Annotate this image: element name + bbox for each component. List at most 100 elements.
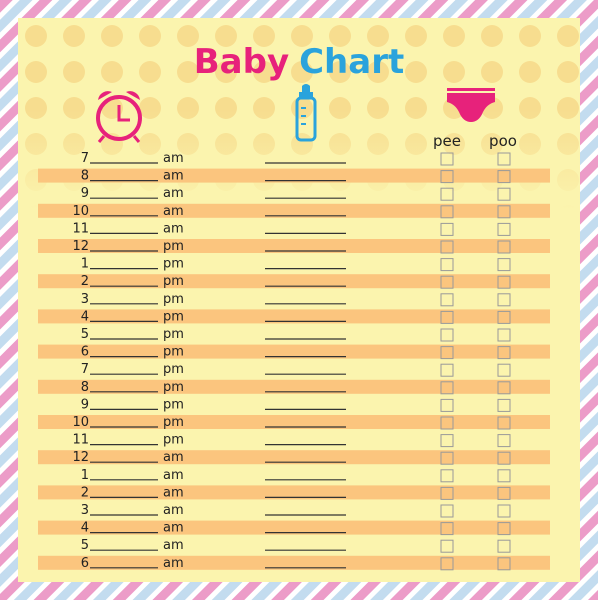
title-baby: Baby [194, 42, 289, 82]
hour: 11 [72, 221, 89, 236]
hour: 1 [81, 257, 89, 272]
row-stripe [38, 485, 550, 500]
poo-checkbox[interactable] [497, 469, 511, 483]
pee-checkbox[interactable] [440, 363, 454, 377]
pee-checkbox[interactable] [440, 486, 454, 500]
row-stripe [38, 344, 550, 359]
poo-checkbox[interactable] [497, 187, 511, 201]
period: am [163, 221, 184, 236]
hour: 10 [72, 204, 89, 219]
poo-checkbox[interactable] [497, 398, 511, 412]
period: pm [163, 345, 184, 360]
period: am [163, 169, 184, 184]
pee-checkbox[interactable] [440, 398, 454, 412]
hour: 3 [81, 292, 89, 307]
hour: 12 [72, 450, 89, 465]
row-stripe [38, 203, 550, 218]
pee-checkbox[interactable] [440, 469, 454, 483]
hour: 7 [81, 362, 89, 377]
pee-checkbox[interactable] [440, 451, 454, 465]
poo-checkbox[interactable] [497, 152, 511, 166]
pee-checkbox[interactable] [440, 258, 454, 272]
hour: 2 [81, 274, 89, 289]
poo-checkbox[interactable] [497, 381, 511, 395]
period: pm [163, 239, 184, 254]
poo-checkbox[interactable] [497, 416, 511, 430]
poo-checkbox[interactable] [497, 557, 511, 571]
title-chart: Chart [299, 42, 404, 82]
pee-checkbox[interactable] [440, 240, 454, 254]
pee-checkbox[interactable] [440, 205, 454, 219]
pee-checkbox[interactable] [440, 222, 454, 236]
period: am [163, 556, 184, 571]
poo-checkbox[interactable] [497, 434, 511, 448]
pee-checkbox[interactable] [440, 557, 454, 571]
pee-checkbox[interactable] [440, 504, 454, 518]
pee-checkbox[interactable] [440, 293, 454, 307]
row-stripe [38, 168, 550, 183]
bottle-icon [295, 84, 317, 142]
dots-fade [18, 110, 580, 210]
pee-checkbox[interactable] [440, 275, 454, 289]
poo-checkbox[interactable] [497, 539, 511, 553]
period: am [163, 468, 184, 483]
row-stripe [38, 555, 550, 570]
hour: 4 [81, 309, 89, 324]
poo-checkbox[interactable] [497, 222, 511, 236]
poo-checkbox[interactable] [497, 258, 511, 272]
row-stripe [38, 309, 550, 324]
period: pm [163, 274, 184, 289]
pee-checkbox[interactable] [440, 416, 454, 430]
poo-checkbox[interactable] [497, 310, 511, 324]
period: pm [163, 433, 184, 448]
row-stripe [38, 520, 550, 535]
poo-checkbox[interactable] [497, 293, 511, 307]
period: pm [163, 362, 184, 377]
hour: 6 [81, 345, 89, 360]
poo-checkbox[interactable] [497, 346, 511, 360]
period: am [163, 151, 184, 166]
poo-checkbox[interactable] [497, 205, 511, 219]
period: am [163, 204, 184, 219]
pee-checkbox[interactable] [440, 539, 454, 553]
poo-checkbox[interactable] [497, 240, 511, 254]
pee-checkbox[interactable] [440, 381, 454, 395]
poo-checkbox[interactable] [497, 486, 511, 500]
pee-checkbox[interactable] [440, 328, 454, 342]
poo-header: poo [489, 132, 517, 150]
pee-checkbox[interactable] [440, 187, 454, 201]
title: Baby Chart [194, 42, 404, 82]
pee-checkbox[interactable] [440, 346, 454, 360]
period: am [163, 503, 184, 518]
row-stripe [38, 450, 550, 465]
row-stripe [38, 379, 550, 394]
period: pm [163, 327, 184, 342]
poo-checkbox[interactable] [497, 328, 511, 342]
poo-checkbox[interactable] [497, 363, 511, 377]
row-stripe [38, 274, 550, 289]
hour: 11 [72, 433, 89, 448]
poo-checkbox[interactable] [497, 275, 511, 289]
poo-checkbox[interactable] [497, 451, 511, 465]
hour: 5 [81, 327, 89, 342]
pee-checkbox[interactable] [440, 170, 454, 184]
row-stripe [38, 415, 550, 429]
poo-checkbox[interactable] [497, 504, 511, 518]
hour: 3 [81, 503, 89, 518]
pee-checkbox[interactable] [440, 434, 454, 448]
pee-checkbox[interactable] [440, 310, 454, 324]
pee-checkbox[interactable] [440, 152, 454, 166]
diaper-icon [447, 88, 495, 122]
poo-checkbox[interactable] [497, 522, 511, 536]
poo-checkbox[interactable] [497, 170, 511, 184]
period: am [163, 450, 184, 465]
period: am [163, 538, 184, 553]
pee-checkbox[interactable] [440, 522, 454, 536]
row-stripe [38, 239, 550, 253]
hour: 4 [81, 521, 89, 536]
clock-icon [96, 91, 142, 143]
hour: 5 [81, 538, 89, 553]
